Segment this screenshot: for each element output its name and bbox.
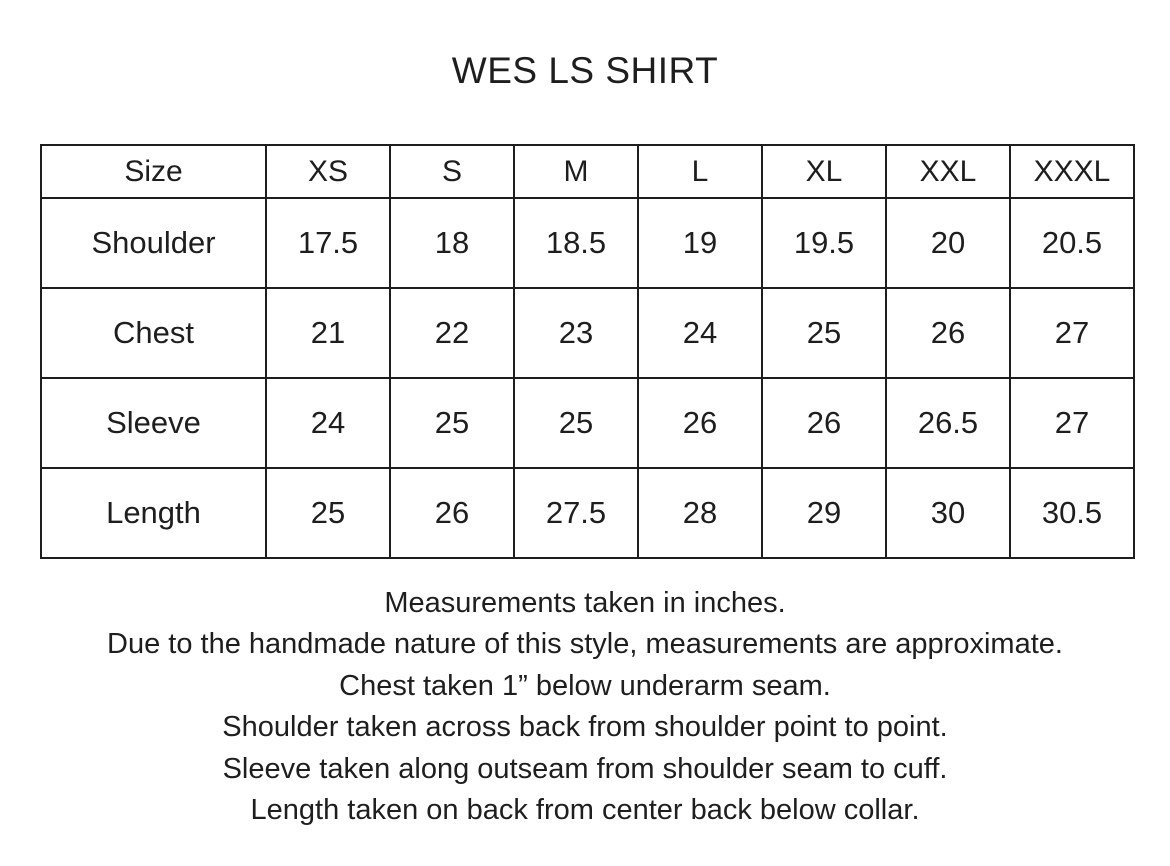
- table-cell: 27: [1009, 377, 1135, 469]
- header-size-l: L: [637, 144, 763, 199]
- table-cell: 26: [761, 377, 887, 469]
- header-size-label: Size: [40, 144, 267, 199]
- table-cell: 24: [265, 377, 391, 469]
- header-row: Size XS S M L XL XXL XXXL: [40, 144, 1135, 199]
- table-cell: 25: [265, 467, 391, 559]
- note-line: Measurements taken in inches.: [384, 587, 786, 619]
- table-cell: 23: [513, 287, 639, 379]
- measurement-notes: Measurements taken in inches. Due to the …: [0, 583, 1170, 831]
- table-cell: 28: [637, 467, 763, 559]
- note-line: Length taken on back from center back be…: [250, 794, 920, 827]
- table-cell: 20.5: [1009, 197, 1135, 289]
- table-cell: 24: [637, 287, 763, 379]
- table-cell: 19.5: [761, 197, 887, 289]
- table-cell: 25: [389, 377, 515, 469]
- table-cell: 25: [761, 287, 887, 379]
- row-label: Sleeve: [40, 377, 267, 469]
- table-cell: 26.5: [885, 377, 1011, 469]
- table-cell: 18.5: [513, 197, 639, 289]
- table-cell: 30: [885, 467, 1011, 559]
- table-cell: 25: [513, 377, 639, 469]
- table-cell: 26: [389, 467, 515, 559]
- table-row-sleeve: Sleeve 24 25 25 26 26 26.5 27: [40, 377, 1135, 469]
- table-cell: 18: [389, 197, 515, 289]
- note-line: Sleeve taken along outseam from shoulder…: [222, 752, 948, 785]
- table-cell: 19: [637, 197, 763, 289]
- table-cell: 22: [389, 287, 515, 379]
- table-cell: 26: [637, 377, 763, 469]
- header-size-xs: XS: [265, 144, 391, 199]
- table-cell: 17.5: [265, 197, 391, 289]
- note-line: Chest taken 1” below underarm seam.: [339, 669, 831, 702]
- header-size-xl: XL: [761, 144, 887, 199]
- row-label: Chest: [40, 287, 267, 379]
- table-cell: 30.5: [1009, 467, 1135, 559]
- header-size-xxl: XXL: [885, 144, 1011, 199]
- page-title: WES LS SHIRT: [451, 50, 719, 91]
- table-cell: 20: [885, 197, 1011, 289]
- table-cell: 27.5: [513, 467, 639, 559]
- row-label: Length: [40, 467, 267, 559]
- size-chart-table: Size XS S M L XL XXL XXXL Shoulder 17.5 18 18.5 19 19…: [40, 144, 1135, 559]
- header-size-xxxl: XXXL: [1009, 144, 1135, 199]
- table-row-chest: Chest 21 22 23 24 25 26 27: [40, 287, 1135, 379]
- table-cell: 27: [1009, 287, 1135, 379]
- note-line: Shoulder taken across back from shoulder…: [222, 711, 948, 744]
- row-label: Shoulder: [40, 197, 267, 289]
- note-line: Due to the handmade nature of this style…: [107, 628, 1063, 661]
- table-row-length: Length 25 26 27.5 28 29 30 30.5: [40, 467, 1135, 559]
- table-cell: 21: [265, 287, 391, 379]
- header-size-m: M: [513, 144, 639, 199]
- table-row-shoulder: Shoulder 17.5 18 18.5 19 19.5 20 20.5: [40, 197, 1135, 289]
- table-cell: 26: [885, 287, 1011, 379]
- table-cell: 29: [761, 467, 887, 559]
- header-size-s: S: [389, 144, 515, 199]
